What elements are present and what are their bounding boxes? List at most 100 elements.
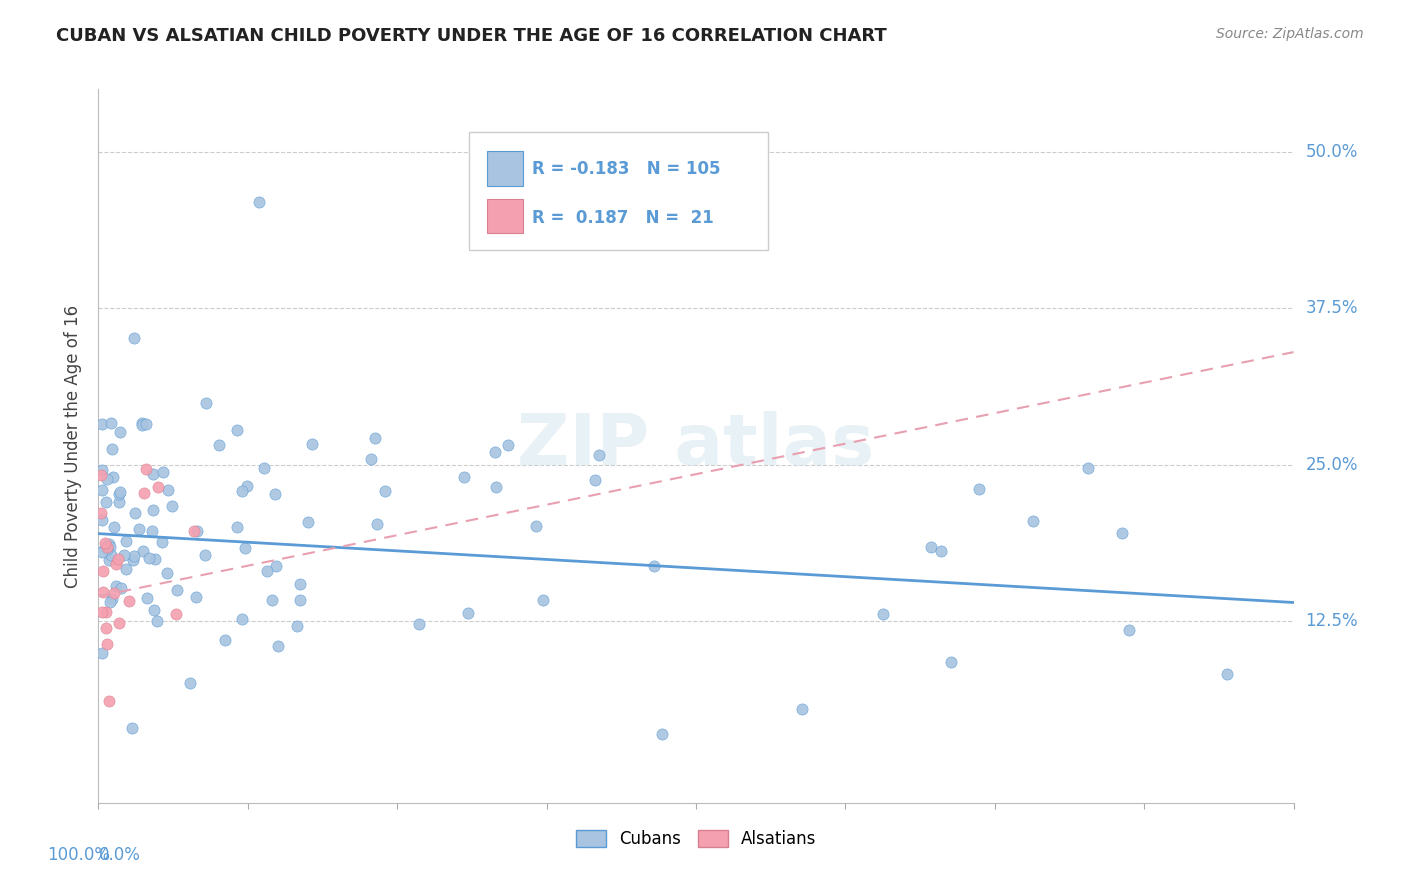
Point — [872, 607, 894, 621]
Point — [101, 442, 124, 457]
Text: 0.0%: 0.0% — [98, 846, 141, 863]
Point — [1216, 667, 1239, 681]
Point — [301, 437, 323, 451]
Point — [91, 545, 114, 559]
Text: ZIP atlas: ZIP atlas — [517, 411, 875, 481]
Point — [1118, 624, 1140, 638]
Point — [967, 482, 990, 496]
Point — [285, 619, 308, 633]
Point — [262, 593, 284, 607]
Point — [1111, 526, 1133, 541]
Text: Source: ZipAtlas.com: Source: ZipAtlas.com — [1216, 27, 1364, 41]
Point — [100, 549, 122, 563]
Point — [97, 537, 120, 551]
Point — [136, 591, 159, 605]
Point — [920, 540, 942, 554]
Point — [94, 606, 117, 620]
Point — [131, 417, 153, 432]
Point — [233, 541, 256, 556]
Point — [531, 593, 554, 607]
Point — [588, 448, 610, 462]
Point — [150, 534, 173, 549]
Point — [143, 603, 166, 617]
Point — [90, 506, 112, 520]
Point — [253, 460, 276, 475]
Point — [166, 582, 188, 597]
Point — [496, 438, 519, 452]
Point — [1022, 514, 1045, 528]
Point — [110, 582, 132, 596]
Point — [267, 640, 290, 654]
Point — [366, 517, 388, 532]
Point — [145, 615, 167, 629]
Text: 37.5%: 37.5% — [1306, 300, 1358, 318]
Point — [184, 591, 207, 605]
FancyBboxPatch shape — [470, 132, 768, 250]
Point — [90, 468, 112, 483]
Point — [790, 702, 813, 716]
Point — [131, 417, 153, 431]
Point — [408, 617, 430, 632]
Point — [183, 524, 205, 539]
Point — [103, 586, 125, 600]
Point — [98, 694, 121, 708]
Point — [91, 483, 114, 497]
Point — [91, 463, 114, 477]
Text: CUBAN VS ALSATIAN CHILD POVERTY UNDER THE AGE OF 16 CORRELATION CHART: CUBAN VS ALSATIAN CHILD POVERTY UNDER TH… — [56, 27, 887, 45]
Point — [264, 559, 287, 574]
Point — [194, 548, 217, 562]
Point — [453, 470, 475, 484]
Point — [524, 519, 547, 533]
Point — [108, 495, 131, 509]
Point — [142, 467, 165, 481]
Point — [91, 606, 114, 620]
Point — [484, 445, 506, 459]
Point — [364, 431, 387, 445]
Text: 25.0%: 25.0% — [1306, 456, 1358, 474]
Point — [100, 591, 122, 606]
Point — [651, 727, 673, 741]
Point — [122, 549, 145, 563]
Point — [97, 553, 120, 567]
Point — [108, 485, 131, 500]
Point — [91, 585, 114, 599]
Point — [288, 593, 311, 607]
Point — [297, 515, 319, 529]
Point — [96, 472, 118, 486]
Point — [194, 396, 217, 410]
Point — [91, 564, 114, 578]
Point — [231, 612, 253, 626]
Text: 100.0%: 100.0% — [48, 846, 111, 863]
Point — [103, 520, 125, 534]
Point — [143, 552, 166, 566]
Point — [165, 607, 187, 621]
Point — [122, 553, 145, 567]
Point — [157, 483, 180, 497]
Y-axis label: Child Poverty Under the Age of 16: Child Poverty Under the Age of 16 — [65, 304, 83, 588]
Point — [108, 487, 131, 501]
Point — [457, 606, 479, 620]
Point — [256, 564, 278, 578]
Point — [118, 593, 141, 607]
Point — [96, 542, 118, 557]
Point — [374, 484, 396, 499]
Point — [96, 540, 118, 554]
Point — [100, 416, 122, 430]
Point — [93, 540, 115, 554]
Point — [132, 485, 155, 500]
Point — [941, 655, 963, 669]
Point — [91, 417, 114, 432]
Point — [264, 487, 287, 501]
Point — [225, 423, 247, 437]
FancyBboxPatch shape — [486, 152, 523, 186]
Point — [91, 513, 114, 527]
Point — [236, 479, 259, 493]
Point — [96, 495, 118, 509]
Point — [105, 557, 128, 571]
Point — [207, 438, 229, 452]
Point — [122, 331, 145, 345]
Legend: Cubans, Alsatians: Cubans, Alsatians — [569, 823, 823, 855]
Point — [360, 451, 382, 466]
Point — [108, 425, 131, 440]
Point — [214, 633, 236, 648]
